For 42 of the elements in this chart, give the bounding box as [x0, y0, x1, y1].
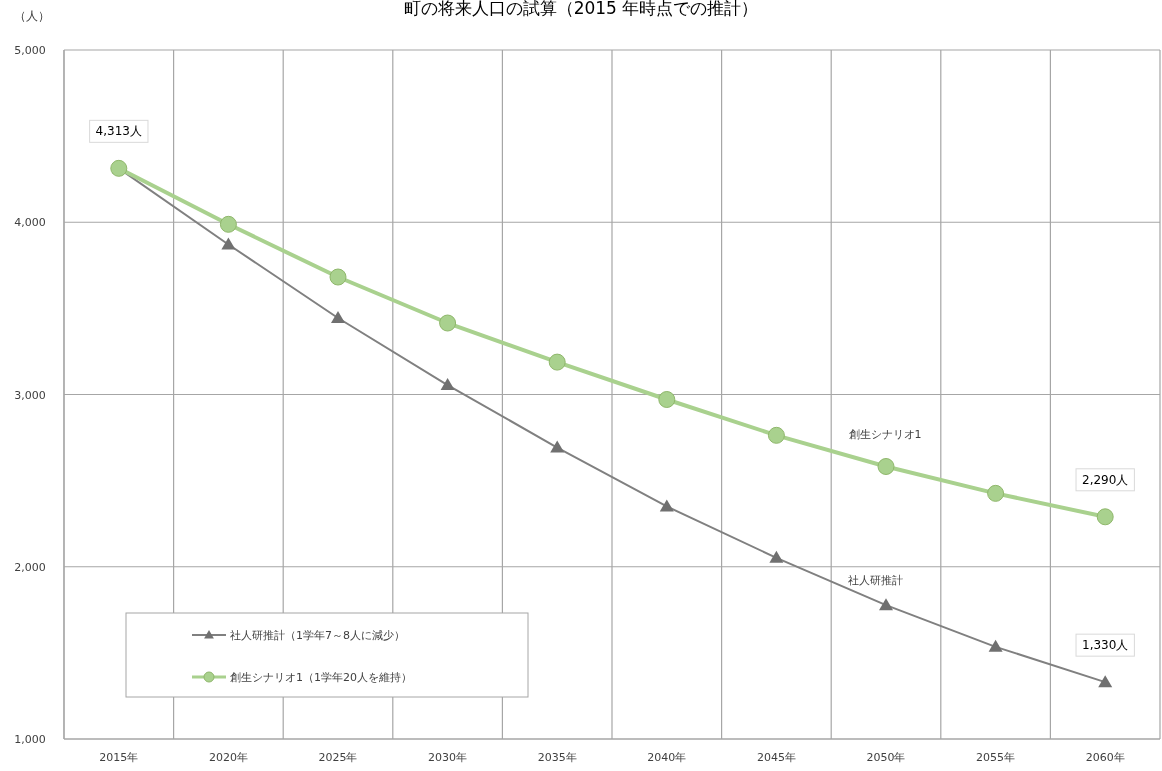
point: [439, 314, 457, 332]
data-label: 2,290人: [1082, 472, 1129, 487]
annotation: 創生シナリオ1: [848, 428, 922, 441]
point: [548, 353, 566, 371]
chart-title: 町の将来人口の試算（2015 年時点での推計）: [403, 0, 759, 18]
x-tick-label: 2040年: [647, 751, 687, 764]
x-tick-label: 2015年: [99, 751, 139, 764]
point: [440, 378, 455, 391]
point: [550, 440, 565, 453]
point: [329, 268, 347, 286]
y-axis-title: （人）: [14, 9, 50, 23]
y-tick-label: 3,000: [14, 388, 46, 402]
legend-label: 創生シナリオ1（1学年20人を維持）: [230, 671, 412, 684]
point: [658, 391, 676, 408]
legend-label: 社人研推計（1学年7～8人に減少）: [230, 629, 405, 642]
x-tick-label: 2045年: [756, 751, 796, 764]
y-tick-label: 4,000: [14, 216, 46, 230]
point: [767, 426, 785, 444]
data-label: 1,330人: [1082, 638, 1129, 653]
point: [1098, 675, 1113, 688]
point: [987, 484, 1005, 502]
x-tick-label: 2050年: [866, 751, 906, 764]
y-tick-label: 1,000: [14, 733, 46, 746]
x-tick-label: 2020年: [208, 751, 248, 764]
point: [659, 499, 674, 512]
x-tick-label: 2025年: [318, 751, 358, 764]
point: [988, 639, 1003, 652]
data-label: 4,313人: [95, 124, 142, 139]
point: [769, 550, 784, 563]
x-tick-label: 2060年: [1085, 751, 1125, 764]
point: [879, 598, 893, 611]
annotation: 社人研推計: [847, 574, 903, 587]
x-tick-label: 2035年: [537, 751, 577, 764]
y-tick-label: 2,000: [14, 560, 46, 574]
y-tick-label: 5,000: [14, 44, 46, 57]
point: [219, 215, 237, 233]
point: [221, 237, 236, 250]
point: [1096, 508, 1114, 526]
x-tick-label: 2030年: [428, 751, 468, 764]
point: [331, 311, 345, 324]
x-tick-label: 2055年: [976, 751, 1016, 764]
point: [877, 458, 895, 475]
